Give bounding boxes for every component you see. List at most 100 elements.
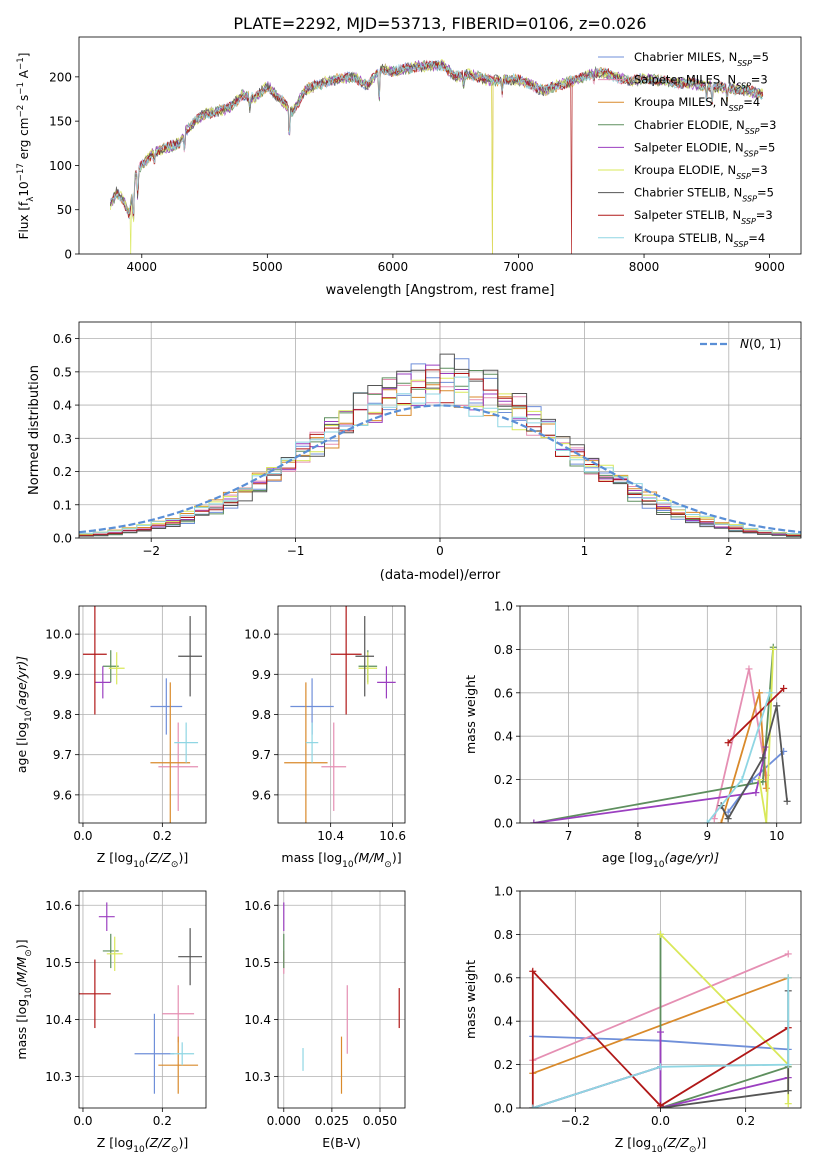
y-tick-label: 10.3 (45, 1070, 72, 1084)
errorbar-1 (158, 722, 199, 811)
legend-name: Kroupa STELIB, N (634, 231, 734, 245)
spectrum-line-5 (110, 58, 764, 254)
errorbar-3 (102, 650, 119, 683)
legend-suffix: =4 (743, 95, 760, 109)
x-tick-label: −1 (287, 544, 305, 558)
figure-title: PLATE=2292, MJD=53713, FIBERID=0106, z=0… (233, 14, 646, 33)
y-tick-label: 0.2 (53, 465, 72, 479)
marker-plus (657, 930, 664, 938)
y-tick-label: 0.6 (53, 332, 72, 346)
errorbar-2 (150, 682, 191, 823)
label-part: wavelength [Angstrom, rest frame] (326, 283, 555, 298)
histogram-8 (79, 376, 801, 536)
marker-plus (766, 689, 774, 697)
y-axis-label: age [log10(age/yr)] (14, 656, 34, 773)
weight-line-7 (727, 687, 785, 744)
marker-plus (759, 754, 767, 762)
x-tick-label: 0 (436, 544, 444, 558)
x-tick-label: 7 (565, 829, 573, 843)
y-axis-label: Flux [fλ10−17 erg cm−2 s−1 A−1] (16, 53, 36, 240)
x-tick-label: 4000 (127, 260, 158, 274)
x-tick-label: 0.2 (153, 1114, 172, 1128)
label-part: )] (392, 850, 402, 865)
x-tick-label: 0.2 (736, 1114, 755, 1128)
y-tick-label: 9.8 (53, 708, 72, 722)
marker-plus (762, 819, 770, 823)
y-tick-label: 0.0 (494, 817, 513, 831)
label-part: 10 (24, 987, 34, 999)
y-axis-label: Normed distribution (27, 365, 42, 495)
y-tick-label: 0.2 (494, 773, 513, 787)
x-axis-label: (data-model)/error (380, 568, 501, 583)
x-tick-label: 0.0 (73, 1114, 92, 1128)
x-axis-label: Z [log10(Z/Z⊙)] (97, 850, 188, 870)
y-tick-label: 0.0 (494, 1102, 513, 1116)
label-part: (M/M (14, 957, 29, 988)
plot-area (530, 643, 791, 823)
label-part: −17 (16, 163, 26, 181)
label-part: ⊙ (689, 1145, 697, 1155)
x-axis-label: mass [log10(M/M⊙)] (281, 850, 401, 870)
label-part: )] (178, 850, 188, 865)
marker-plus (657, 1063, 664, 1071)
legend-name: Chabrier ELODIE, N (634, 118, 745, 132)
legend-sub: SSP (741, 217, 756, 226)
y-axis-label: mass weight (463, 675, 478, 754)
marker-plus (724, 808, 732, 816)
axis-frame: −2 −1 0 1 2 0.0 0.1 0.2 0.3 0.4 0.5 0.6 (53, 321, 802, 558)
axes-mass-vs-Z: 0.0 0.2 10.3 10.4 10.5 10.6 (45, 890, 207, 1128)
y-tick-label: 0.0 (53, 532, 72, 546)
axis-frame: 0.0 0.2 9.6 9.7 9.8 9.9 10.0 (45, 605, 207, 843)
errorbar-5 (108, 652, 125, 685)
legend-name: Kroupa ELODIE, N (634, 163, 736, 177)
legend-entry-2: Kroupa MILES, NSSP=4 (634, 95, 760, 113)
y-tick-label: 9.9 (53, 668, 72, 682)
axes-spectrum: 4000 5000 6000 7000 8000 9000 0 50 100 150 200 (49, 36, 802, 274)
label-part: Z [log (97, 1135, 133, 1150)
y-tick-label: 9.6 (53, 788, 72, 802)
label-part: (0, 1) (749, 337, 781, 351)
axis-frame: 7 8 9 10 0.0 0.2 0.4 0.6 0.8 1.0 (494, 600, 802, 843)
plot-area (79, 902, 203, 1094)
marker-plus (529, 967, 537, 975)
axes-border (277, 890, 406, 1109)
spectrum-line-7 (110, 60, 764, 254)
x-tick-label: 5000 (252, 260, 283, 274)
marker-plus (755, 776, 763, 784)
errorbar-2 (158, 1036, 199, 1094)
y-tick-label: 0 (64, 248, 72, 262)
errorbar-8 (174, 722, 199, 763)
legend: Chabrier MILES, NSSP=5 Salpeter MILES, NS… (598, 50, 776, 248)
y-tick-label: 9.6 (252, 788, 271, 802)
y-tick-label: 0.4 (494, 1015, 513, 1029)
x-tick-label: 2 (725, 544, 733, 558)
legend-entry-0: Chabrier MILES, NSSP=5 (634, 50, 769, 68)
errorbar-1 (162, 985, 195, 1043)
y-tick-label: 0.6 (494, 686, 513, 700)
errorbar-8 (305, 722, 319, 763)
label-part: )] (14, 939, 29, 949)
label-part: ⊙ (171, 1145, 179, 1155)
spectrum-line-2 (110, 61, 764, 254)
legend-sub: SSP (729, 104, 744, 113)
legend-entry-3: Chabrier ELODIE, NSSP=3 (634, 118, 776, 136)
plot-area (82, 606, 203, 823)
x-tick-label: 0.025 (315, 1114, 349, 1128)
weight-line-7 (531, 969, 789, 1108)
label-part: )] (696, 1135, 706, 1150)
axes-border (519, 605, 802, 824)
legend-entry-7: Salpeter STELIB, NSSP=3 (634, 208, 773, 226)
legend-name: Kroupa MILES, N (634, 95, 729, 109)
axis-frame: 0.000 0.025 0.050 10.3 10.4 10.5 10.6 (244, 890, 406, 1128)
label-part: s (17, 95, 31, 105)
label-part: 10 (133, 860, 145, 870)
y-tick-label: 10.6 (45, 899, 72, 913)
label-part: ⊙ (384, 860, 392, 870)
axis-frame: 10.4 10.6 9.6 9.7 9.8 9.9 10.0 (244, 605, 406, 843)
legend-entry-6: Chabrier STELIB, NSSP=5 (634, 186, 774, 204)
label-part: mass [log (14, 999, 29, 1060)
axis-frame: 4000 5000 6000 7000 8000 9000 0 50 100 150 200 (49, 36, 802, 274)
axes-border (78, 605, 207, 824)
legend-entry-1: Salpeter MILES, NSSP=3 (634, 73, 768, 91)
